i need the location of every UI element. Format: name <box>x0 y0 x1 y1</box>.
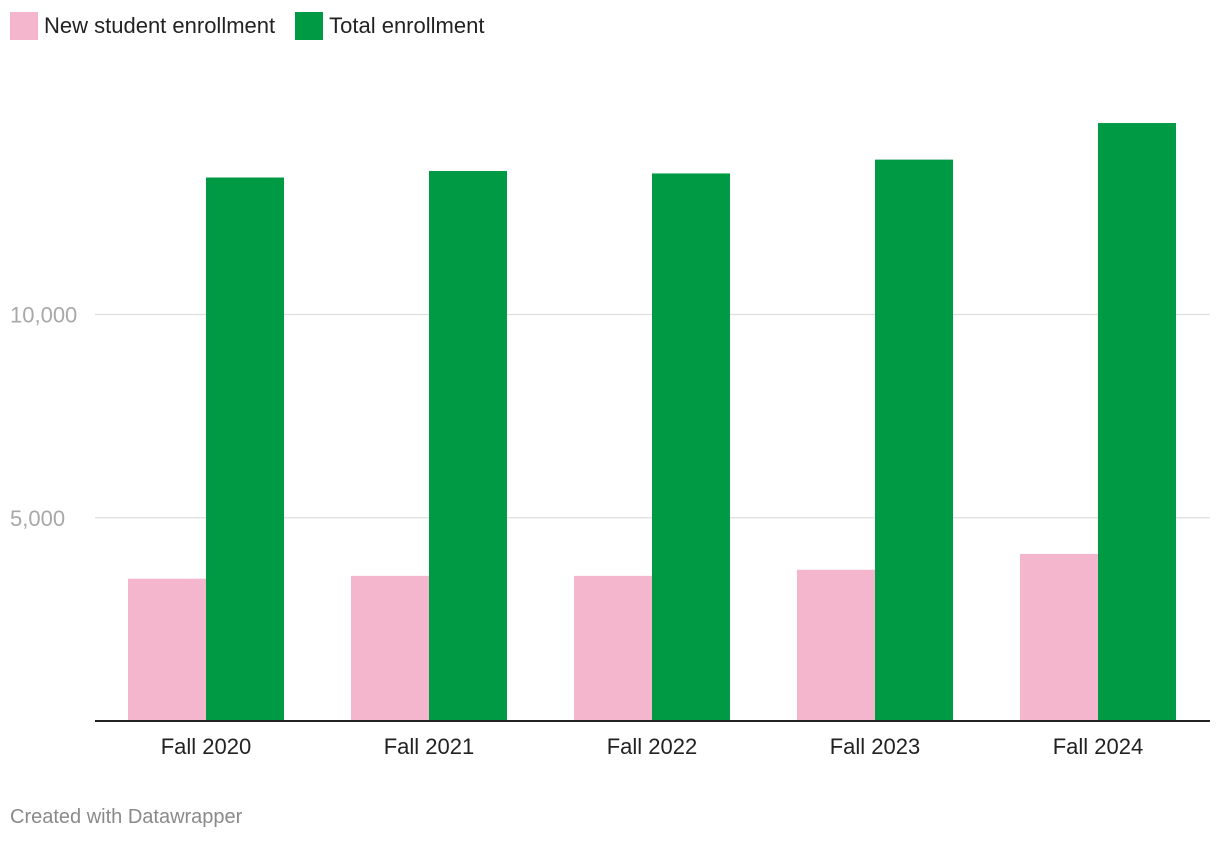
y-tick-label: 10,000 <box>10 303 77 328</box>
bar-total-3 <box>875 159 953 721</box>
bar-total-1 <box>429 171 507 721</box>
x-tick-label: Fall 2020 <box>161 734 252 759</box>
x-tick-label: Fall 2024 <box>1053 734 1144 759</box>
legend-label-total: Total enrollment <box>329 13 485 38</box>
footer-credit: Created with Datawrapper <box>10 806 243 828</box>
legend: New student enrollment Total enrollment <box>10 12 504 40</box>
bar-new-students-0 <box>128 578 206 721</box>
bar-total-0 <box>206 177 284 721</box>
bar-new-students-3 <box>797 569 875 721</box>
bar-new-students-4 <box>1020 553 1098 721</box>
bar-new-students-1 <box>351 575 429 721</box>
legend-item-new-students: New student enrollment <box>10 12 275 40</box>
legend-swatch-new-students <box>10 12 38 40</box>
x-tick-label: Fall 2023 <box>830 734 921 759</box>
y-tick-label: 5,000 <box>10 506 65 531</box>
x-tick-label: Fall 2021 <box>384 734 475 759</box>
bar-total-2 <box>652 173 730 721</box>
bar-total-4 <box>1098 123 1176 721</box>
bar-new-students-2 <box>574 575 652 721</box>
x-tick-label: Fall 2022 <box>607 734 698 759</box>
legend-swatch-total <box>295 12 324 40</box>
legend-label-new-students: New student enrollment <box>44 13 276 38</box>
legend-item-total: Total enrollment <box>295 12 484 40</box>
